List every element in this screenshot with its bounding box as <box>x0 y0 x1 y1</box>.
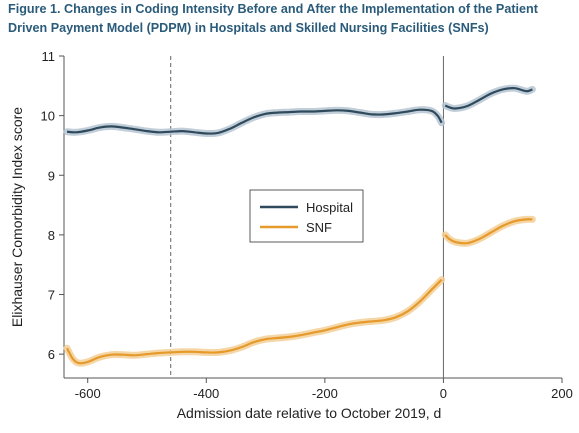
y-axis-title: Elixhauser Comorbidity Index score <box>9 107 25 327</box>
series-hospital-line <box>66 108 443 135</box>
x-tick-label: -600 <box>75 386 101 401</box>
x-axis-title: Admission date relative to October 2019,… <box>177 405 442 421</box>
series-layer <box>63 84 536 367</box>
series-snf-ci-band <box>63 276 446 367</box>
series-snf-line <box>444 218 533 245</box>
series-snf-ci-band <box>441 215 536 247</box>
x-tick-label: -400 <box>193 386 219 401</box>
series-hospital-ci-band <box>441 84 536 113</box>
figure-title: Figure 1. Changes in Coding Intensity Be… <box>8 0 573 38</box>
x-tick-label: 200 <box>551 386 573 401</box>
y-tick-label: 9 <box>48 168 55 183</box>
y-tick-label: 11 <box>42 49 56 64</box>
y-tick-label: 8 <box>48 228 55 243</box>
legend-label-hospital: Hospital <box>306 200 353 215</box>
legend-label-snf: SNF <box>306 220 332 235</box>
x-tick-label: -200 <box>312 386 338 401</box>
legend: Hospital SNF <box>249 189 364 243</box>
legend-box <box>249 189 364 243</box>
axes: 6 7 8 9 10 11 -600 -400 -200 0 200 Admission date r… <box>9 49 573 421</box>
x-tick-label: 0 <box>440 386 447 401</box>
y-tick-label: 7 <box>48 288 55 303</box>
figure-title-text: Changes in Coding Intensity Before and A… <box>8 2 538 35</box>
series-snf-line <box>66 278 443 365</box>
series-hospital-line <box>444 87 533 110</box>
figure-label: Figure 1. <box>8 2 61 16</box>
y-tick-label: 10 <box>41 109 55 124</box>
y-tick-label: 6 <box>48 347 55 362</box>
